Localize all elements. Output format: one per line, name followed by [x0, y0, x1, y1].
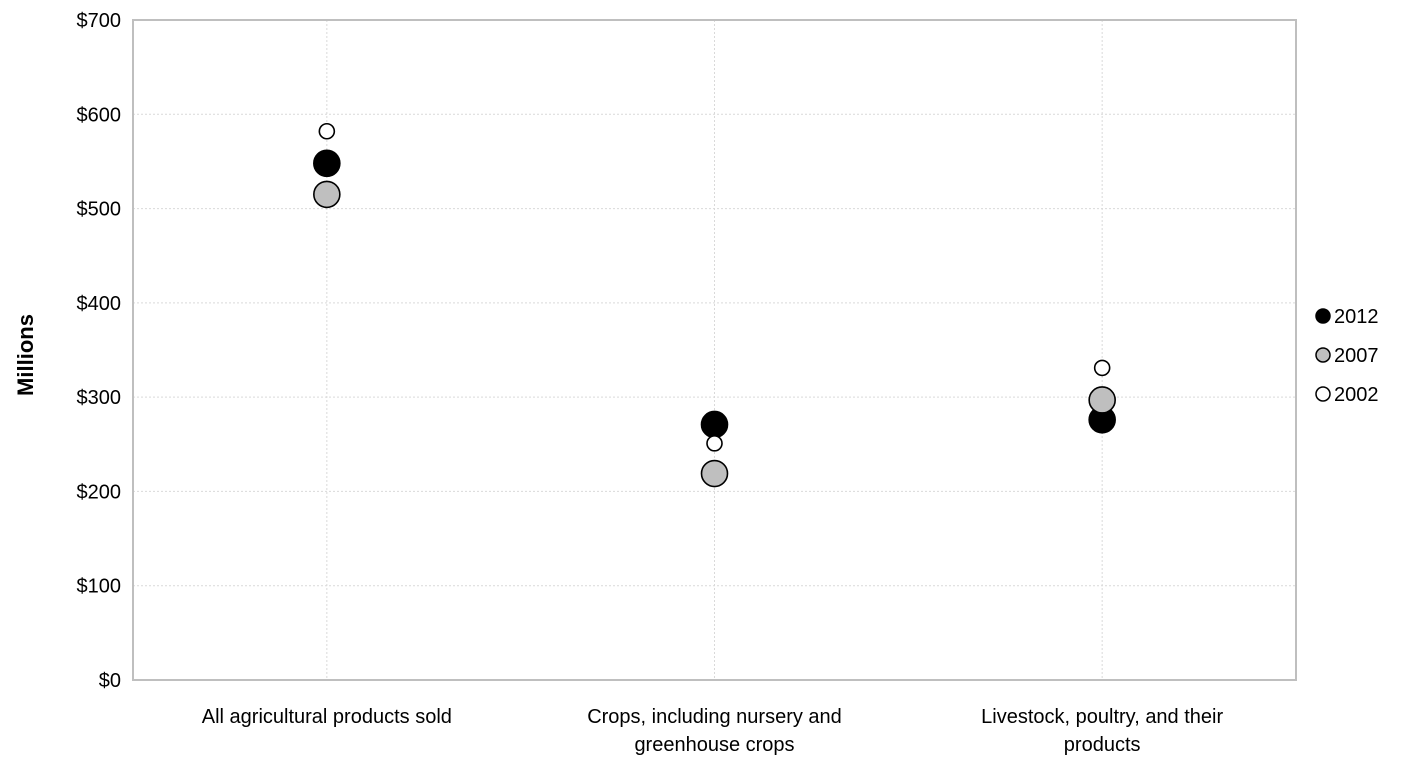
data-point-2007	[700, 459, 729, 488]
legend-label-2007: 2007	[1334, 345, 1379, 367]
data-point-2007	[313, 180, 341, 209]
legend-marker-2012	[1315, 308, 1331, 324]
x-category-labels: All agricultural products sold Crops, inc…	[202, 706, 1224, 756]
y-axis-title: Millions	[13, 314, 38, 396]
x-category-label: Livestock, poultry, and their products	[981, 706, 1223, 756]
x-category-label: All agricultural products sold	[202, 706, 452, 728]
plot-area	[132, 19, 1297, 681]
y-tick-label: $500	[77, 199, 122, 221]
y-tick-label: $100	[77, 576, 122, 598]
legend-label-2012: 2012	[1334, 306, 1379, 328]
legend-marker-2007	[1315, 347, 1331, 363]
y-tick-label: $600	[77, 104, 122, 126]
data-point-2002	[318, 122, 336, 140]
data-point-2007	[1088, 386, 1116, 414]
y-tick-label: $200	[77, 481, 122, 503]
data-point-2012	[313, 149, 341, 178]
data-point-2002	[1093, 359, 1111, 377]
x-category-label: Crops, including nursery and greenhouse c…	[587, 706, 842, 756]
grid-lines	[133, 20, 1296, 680]
plot-frame	[132, 19, 1297, 681]
legend-label-2002: 2002	[1334, 384, 1379, 406]
data-point-2012	[700, 410, 729, 439]
data-point-2002	[706, 435, 723, 452]
y-tick-label: $0	[99, 670, 121, 692]
y-tick-label: $700	[77, 10, 122, 32]
legend-marker-2002	[1315, 386, 1331, 402]
data-points	[313, 122, 1116, 488]
y-tick-labels: $0 $100 $200 $300 $400 $500 $600 $700	[77, 10, 122, 692]
legend: 2012 2007 2002	[1315, 306, 1379, 406]
y-tick-label: $300	[77, 387, 122, 409]
y-tick-label: $400	[77, 293, 122, 315]
